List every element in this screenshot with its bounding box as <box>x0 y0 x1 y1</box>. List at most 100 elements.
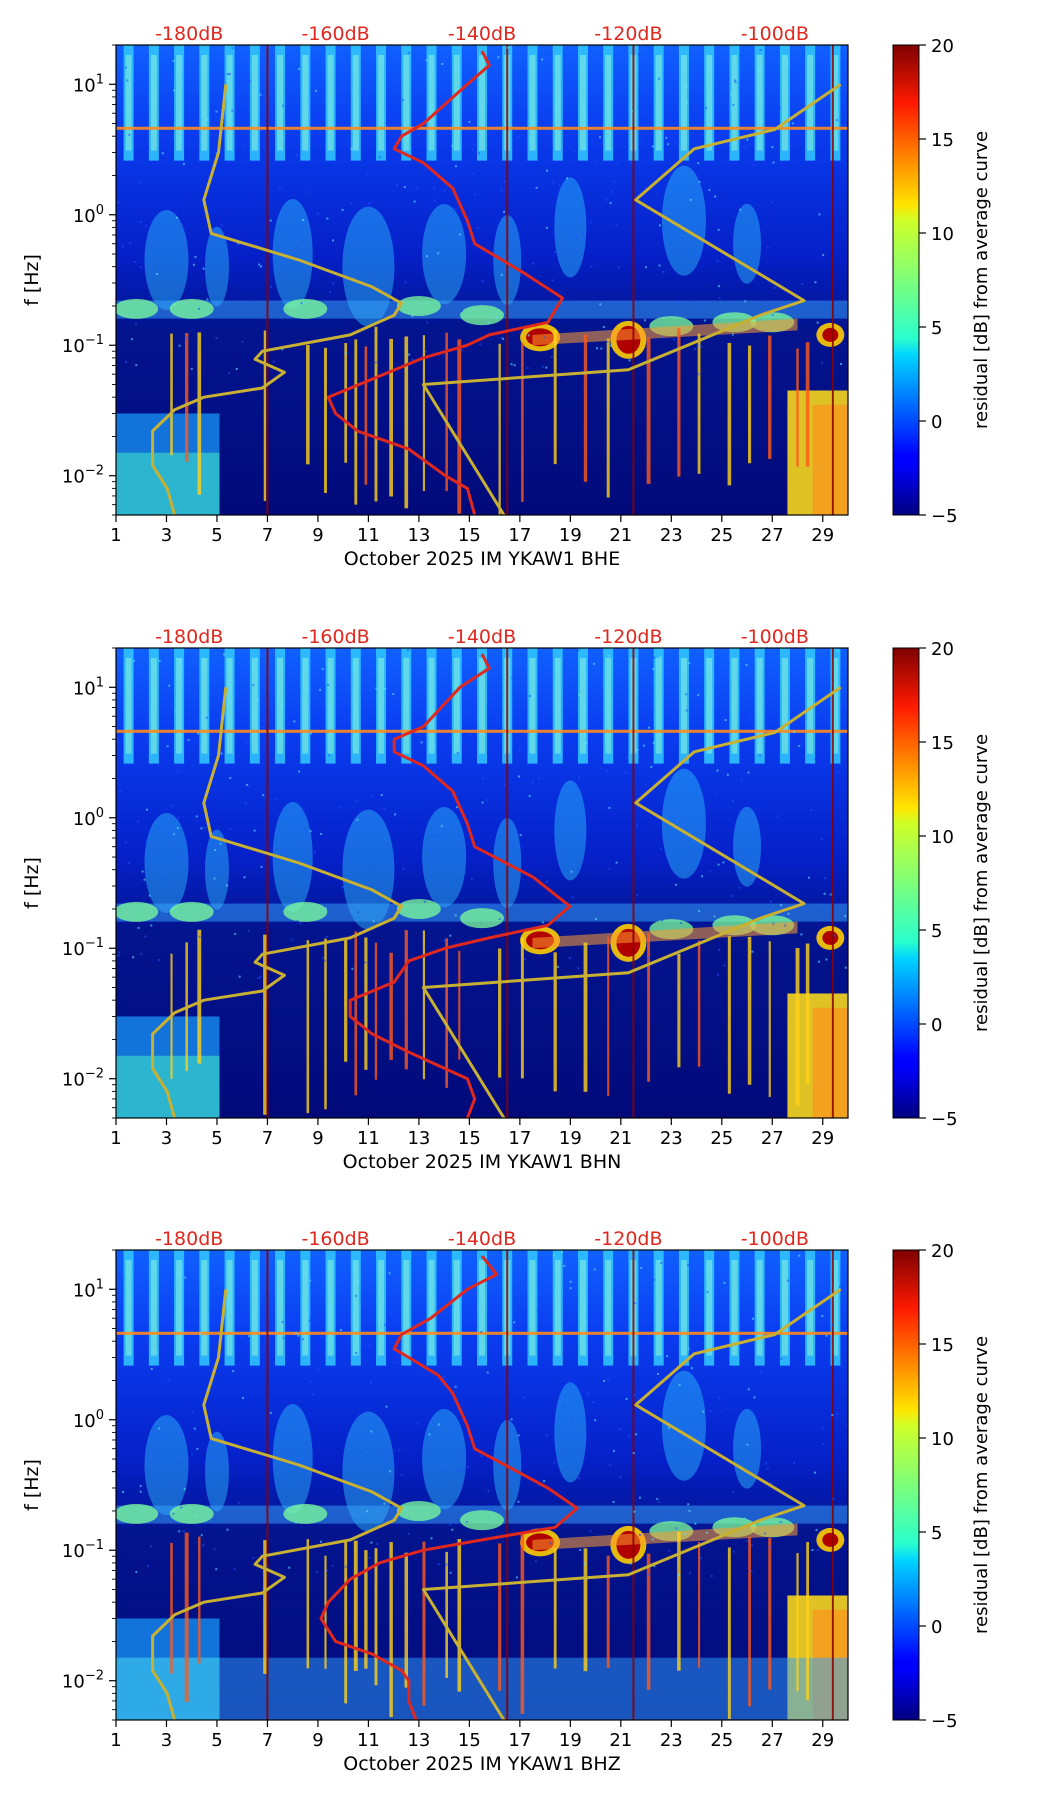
daily-noise-stripe-core <box>378 658 385 754</box>
colorbar-tick-label: −5 <box>931 1711 958 1732</box>
noise-speckle <box>350 202 353 205</box>
noise-speckle <box>780 1357 783 1360</box>
transient-spike <box>422 930 426 1080</box>
colorbar-tick-label: 5 <box>931 1523 942 1544</box>
y-tick-exponent: −1 <box>85 333 104 348</box>
noise-speckle <box>252 1556 255 1559</box>
noise-speckle <box>746 1539 749 1542</box>
noise-speckle <box>687 1264 690 1267</box>
noise-speckle <box>209 1500 212 1503</box>
noise-speckle <box>617 162 620 165</box>
noise-speckle <box>709 870 712 873</box>
microseism-hotspot <box>396 898 441 919</box>
noise-speckle <box>675 1527 678 1530</box>
noise-speckle <box>316 212 319 215</box>
noise-speckle <box>393 1361 396 1364</box>
noise-speckle <box>452 795 455 798</box>
noise-speckle <box>536 1309 539 1312</box>
noise-speckle <box>134 322 137 325</box>
noise-speckle <box>593 662 596 665</box>
noise-speckle <box>703 319 706 322</box>
noise-speckle <box>139 221 142 224</box>
daily-noise-stripe-core <box>176 1260 183 1356</box>
noise-speckle <box>541 921 544 924</box>
daily-noise-stripe-core <box>453 1260 460 1356</box>
noise-speckle <box>818 960 821 963</box>
noise-speckle <box>716 260 719 263</box>
noise-speckle <box>497 56 500 59</box>
noise-speckle <box>269 1412 272 1415</box>
noise-speckle <box>481 280 484 283</box>
noise-speckle <box>568 1380 571 1383</box>
noise-speckle <box>294 1332 297 1335</box>
noise-speckle <box>328 291 331 294</box>
noise-speckle <box>184 1276 187 1279</box>
transient-spike <box>583 1548 588 1672</box>
y-axis-label: f [Hz] <box>21 254 43 306</box>
noise-speckle <box>167 1379 170 1382</box>
noise-speckle <box>636 894 639 897</box>
noise-speckle <box>415 186 418 189</box>
noise-speckle <box>178 1530 181 1533</box>
transient-spike <box>404 930 408 1070</box>
noise-speckle <box>297 67 300 70</box>
noise-speckle <box>369 1382 372 1385</box>
daily-noise-stripe-core <box>554 55 561 151</box>
noise-speckle <box>692 300 695 303</box>
noise-speckle <box>132 956 135 959</box>
noise-speckle <box>630 110 633 113</box>
y-axis-label: f [Hz] <box>21 1459 43 1511</box>
noise-speckle <box>139 266 142 269</box>
plot-frame <box>115 44 849 516</box>
noise-speckle <box>233 1568 236 1571</box>
noise-speckle <box>368 1556 371 1559</box>
noise-speckle <box>299 922 302 925</box>
microseism-hotspot <box>283 298 328 319</box>
db-axis-label: -120dB <box>594 626 662 648</box>
daily-noise-stripe-core <box>150 1260 157 1356</box>
noise-speckle <box>662 270 665 273</box>
colorbar-tick-label: 15 <box>931 130 954 151</box>
spectrogram-image <box>116 1250 848 1720</box>
noise-speckle <box>229 827 232 830</box>
noise-speckle <box>844 966 847 969</box>
noise-speckle <box>328 754 331 757</box>
noise-speckle <box>717 285 720 288</box>
noise-speckle <box>594 1419 597 1422</box>
x-tick-label: 27 <box>761 525 784 546</box>
transient-spike <box>553 330 557 465</box>
x-tick-label: 7 <box>262 1730 273 1751</box>
db-axis-label: -100dB <box>741 23 809 45</box>
noise-speckle <box>718 948 721 951</box>
colorbar-tick-label: −5 <box>931 506 958 527</box>
noise-speckle <box>215 337 218 340</box>
noise-speckle <box>426 255 429 258</box>
daily-noise-stripe-core <box>781 1260 788 1356</box>
x-tick-label: 1 <box>110 1730 121 1751</box>
noise-speckle <box>723 964 726 967</box>
noise-speckle <box>443 939 446 942</box>
noise-speckle <box>746 259 749 262</box>
y-tick-label: 10−1 <box>62 333 104 357</box>
noise-speckle <box>332 282 335 285</box>
y-tick-label: 100 <box>73 203 104 227</box>
noise-speckle <box>769 1546 772 1549</box>
noise-speckle <box>537 777 540 780</box>
noise-speckle <box>243 876 246 879</box>
noise-speckle <box>178 344 181 347</box>
y-tick-label: 100 <box>73 1408 104 1432</box>
noise-speckle <box>602 326 605 329</box>
noise-speckle <box>179 1432 182 1435</box>
noise-speckle <box>361 1260 364 1263</box>
noise-speckle <box>771 146 774 149</box>
noise-speckle <box>360 1348 363 1351</box>
noise-speckle <box>260 865 263 868</box>
noise-speckle <box>563 1264 566 1267</box>
noise-speckle <box>374 361 377 364</box>
noise-speckle <box>673 338 676 341</box>
daily-noise-stripe-core <box>176 55 183 151</box>
noise-speckle <box>697 693 700 696</box>
microseism-hotspot <box>283 901 328 922</box>
noise-speckle <box>442 1469 445 1472</box>
transient-spike <box>324 938 327 1110</box>
